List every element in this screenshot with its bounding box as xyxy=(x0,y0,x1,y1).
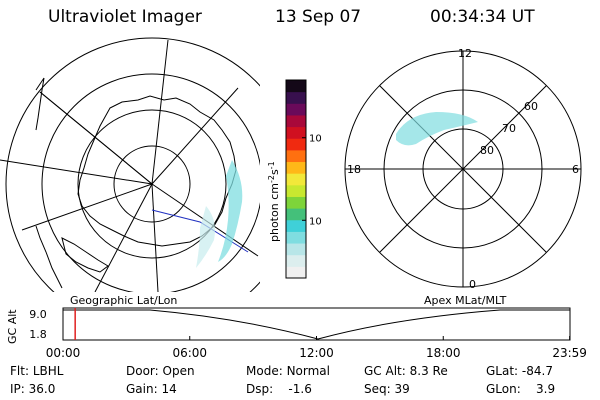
orbit-frame xyxy=(62,307,571,341)
orbit-ytick-high: 9.0 xyxy=(29,308,47,321)
info-dsp: Dsp: -1.6 xyxy=(246,382,312,396)
geo-meridian-6 xyxy=(21,183,153,231)
geo-lat-circle-1 xyxy=(113,145,191,223)
geo-meridian-5 xyxy=(151,183,159,292)
colorbar-label: photon cm-2s-1 xyxy=(267,161,281,242)
polar-map: 12 18 6 0 60 70 80 xyxy=(344,47,582,291)
colorbar-frame xyxy=(285,79,307,279)
colorbar-tick-label: 10 xyxy=(309,216,322,227)
info-mode: Mode: Normal xyxy=(246,364,330,378)
colorbar-band xyxy=(286,173,306,186)
colorbar-band xyxy=(286,161,306,174)
colorbar-band xyxy=(286,114,306,128)
geo-lat-circle-4 xyxy=(5,37,260,292)
colorbar-band xyxy=(286,91,306,104)
orbit-x-tick-label: 00:00 xyxy=(46,346,81,360)
info-gain: Gain: 14 xyxy=(126,382,177,396)
colorbar-band xyxy=(286,196,306,209)
polar-lat-70: 70 xyxy=(502,122,516,135)
orbit-x-tick-label: 18:00 xyxy=(426,346,461,360)
polar-mlt-right: 6 xyxy=(572,163,579,176)
geo-meridian-9 xyxy=(0,159,153,185)
colorbar-band xyxy=(286,266,306,279)
info-door: Door: Open xyxy=(126,364,195,378)
geo-lat-circle-3 xyxy=(41,73,260,292)
colorbar-band xyxy=(286,80,306,93)
polar-aurora xyxy=(396,112,478,146)
orbit-altitude-curve xyxy=(63,309,570,340)
geo-meridian-7 xyxy=(39,91,153,185)
geo-meridian-8 xyxy=(94,183,153,292)
instrument-title: Ultraviolet Imager xyxy=(48,7,202,27)
colorbar-bands xyxy=(286,80,306,279)
colorbar-band xyxy=(286,219,306,232)
colorbar: 100 10 photon cm-2s-1 xyxy=(267,79,322,279)
orbit-altitude-plot: 00:00 06:00 12:00 18:00 23:59 9.0 1.8 GC Alt xyxy=(6,307,587,360)
time-label: 00:34:34 UT xyxy=(430,7,535,27)
colorbar-band xyxy=(286,138,306,151)
info-glon: GLon: 3.9 xyxy=(486,382,556,396)
colorbar-band xyxy=(286,254,306,267)
polar-mlt-top: 12 xyxy=(458,47,472,60)
orbit-x-tick-label: 12:00 xyxy=(299,346,334,360)
orbit-ytick-low: 1.8 xyxy=(29,328,47,341)
info-ip: IP: 36.0 xyxy=(10,382,56,396)
orbit-x-tick-label: 06:00 xyxy=(172,346,207,360)
polar-diagonal-2 xyxy=(379,85,547,253)
orbit-y-label: GC Alt xyxy=(6,309,19,344)
colorbar-band xyxy=(286,208,306,221)
polar-lat-80: 80 xyxy=(480,144,494,157)
polar-mlt-left: 18 xyxy=(347,163,361,176)
orbit-x-tick-label: 23:59 xyxy=(552,346,587,360)
polar-panel-label: Apex MLat/MLT xyxy=(424,294,507,307)
geo-panel-label: Geographic Lat/Lon xyxy=(70,294,178,307)
colorbar-band xyxy=(286,126,306,139)
info-seq: Seq: 39 xyxy=(364,382,410,396)
colorbar-band xyxy=(286,103,306,116)
colorbar-band xyxy=(286,231,306,244)
geo-meridian-2 xyxy=(151,39,169,185)
geo-lat-circle-2 xyxy=(77,109,227,259)
orbit-x-ticks: 00:00 06:00 12:00 18:00 23:59 xyxy=(46,336,587,360)
info-gc-alt: GC Alt: 8.3 Re xyxy=(364,364,448,378)
date-label: 13 Sep 07 xyxy=(275,7,362,27)
geo-peninsula xyxy=(61,237,109,273)
colorbar-band xyxy=(286,243,306,256)
colorbar-band xyxy=(286,149,306,163)
geo-aurora xyxy=(218,160,243,262)
geographic-map xyxy=(0,37,260,292)
geo-meridian-3 xyxy=(151,87,239,185)
geo-coast-fragment-2 xyxy=(35,225,63,289)
colorbar-band xyxy=(286,184,306,197)
colorbar-ticks: 100 10 xyxy=(302,134,322,227)
geo-coast-fragment-1 xyxy=(35,77,45,131)
polar-mlt-bottom: 0 xyxy=(469,278,476,291)
colorbar-tick-label: 100 xyxy=(309,134,322,145)
polar-lat-60: 60 xyxy=(524,100,538,113)
info-glat: GLat: -84.7 xyxy=(486,364,553,378)
info-filter: Flt: LBHL xyxy=(10,364,64,378)
